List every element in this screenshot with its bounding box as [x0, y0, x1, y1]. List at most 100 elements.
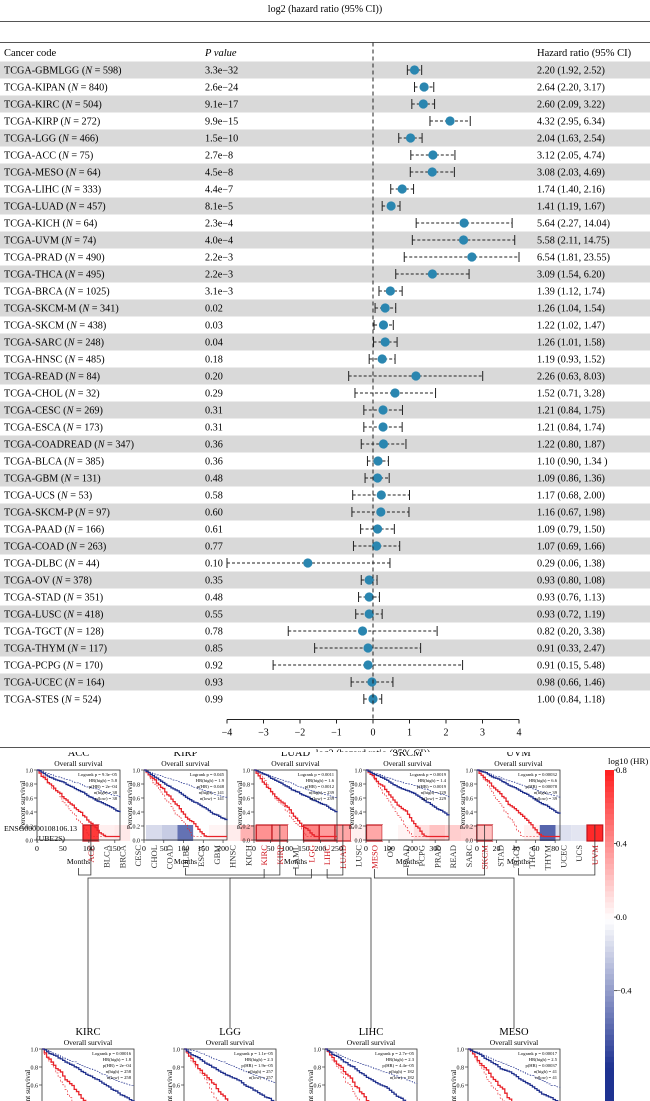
colorbar-segment	[605, 880, 614, 886]
km-stat: n(low) = 258	[107, 1075, 132, 1080]
n-value: = 466	[69, 134, 95, 145]
km-title: LGG	[219, 1027, 241, 1038]
km-stat: p(HR) = 0.0019	[417, 784, 447, 789]
colorbar-segment	[605, 781, 614, 787]
cancer-code-label: TCGA-THYM (N = 117)	[4, 644, 107, 655]
km-y-tick-label: 0.2	[355, 825, 363, 831]
cancer-code-label: TCGA-KIRC (N = 504)	[4, 100, 102, 111]
colorbar-segment	[605, 842, 614, 848]
cancer-code-text: TCGA-KIRC	[4, 100, 60, 111]
hr-point	[378, 422, 387, 431]
colorbar-segment	[605, 814, 614, 820]
km-subtitle: Overall survival	[383, 759, 432, 768]
heatmap-cell	[571, 825, 587, 841]
top-axis-label: log2 (hazard ratio (95% CI))	[268, 4, 382, 15]
n-value: = 269	[73, 406, 99, 417]
km-stat: Logrank p = 0.045	[190, 772, 225, 777]
n-value: = 84	[76, 372, 97, 383]
p-value: 0.58	[205, 491, 223, 502]
km-y-tick-label: 0.8	[355, 783, 363, 789]
n-suffix: )	[99, 661, 102, 672]
cancer-code-text: TCGA-COAD	[4, 542, 64, 553]
p-value: 0.60	[205, 508, 223, 519]
km-x-tick-label: 250	[331, 844, 343, 853]
n-value: = 333	[72, 185, 98, 196]
colorbar-segment	[605, 1062, 614, 1068]
km-subtitle: Overall survival	[490, 1038, 539, 1047]
n-suffix: )	[100, 610, 103, 621]
p-value: 2.2e−3	[205, 270, 233, 281]
n-suffix: )	[118, 66, 121, 77]
x-tick-label: 4	[517, 728, 522, 739]
colorbar-segment	[605, 947, 614, 953]
colorbar-segment	[605, 1040, 614, 1046]
km-title: KIRP	[174, 752, 198, 759]
n-suffix: )	[101, 678, 104, 689]
heatmap-cancer-label: UCEC	[558, 845, 568, 868]
km-stat: n(low) = 239	[310, 796, 335, 801]
n-value: = 504	[72, 100, 98, 111]
n-suffix: )	[98, 695, 101, 706]
km-y-tick-label: 0.2	[243, 825, 251, 831]
heatmap-cell	[162, 825, 178, 841]
cancer-code-text: TCGA-PAAD	[4, 525, 62, 536]
p-value: 0.61	[205, 525, 223, 536]
n-value: = 164	[75, 678, 101, 689]
hazard-ratio-text: 2.04 (1.63, 2.54)	[537, 134, 605, 145]
n-value: = 166	[75, 525, 101, 536]
km-y-tick-label: 0.4	[133, 811, 141, 817]
hazard-ratio-text: 3.09 (1.54, 6.20)	[537, 270, 605, 281]
hazard-ratio-text: 0.93 (0.72, 1.19)	[537, 610, 605, 621]
hazard-ratio-text: 0.91 (0.33, 2.47)	[537, 644, 605, 655]
n-suffix: )	[115, 304, 118, 315]
heatmap-cell	[256, 825, 272, 841]
cancer-code-text: TCGA-THYM	[4, 644, 65, 655]
km-y-tick-label: 0.8	[457, 1066, 465, 1072]
km-stat: HR(high) = 1.6	[306, 778, 335, 783]
km-connector	[230, 869, 311, 1028]
n-value: = 128	[74, 627, 100, 638]
p-value: 3.1e−3	[205, 287, 233, 298]
cancer-code-label: TCGA-BLCA (N = 385)	[4, 457, 104, 468]
cancer-code-label: TCGA-LUSC (N = 418)	[4, 610, 103, 621]
hazard-ratio-text: 1.17 (0.68, 2.00)	[537, 491, 605, 502]
n-value: = 97	[85, 508, 106, 519]
n-value: = 131	[71, 474, 97, 485]
cancer-code-label: TCGA-LUAD (N = 457)	[4, 202, 106, 213]
cancer-code-text: TCGA-KIPAN	[4, 83, 66, 94]
forest-row: TCGA-ACC (N = 75) 2.7e−8 3.12 (2.05, 4.74)	[4, 150, 605, 162]
hr-point	[428, 167, 437, 176]
n-suffix: )	[101, 338, 104, 349]
p-value: 9.1e−17	[205, 100, 238, 111]
colorbar-segment	[605, 969, 614, 975]
n-suffix: )	[100, 593, 103, 604]
hazard-ratio-text: 1.21 (0.84, 1.75)	[537, 406, 605, 417]
km-y-tick-label: 1.0	[466, 769, 474, 775]
km-y-tick-label: 0.6	[466, 797, 474, 803]
n-value: = 1025	[75, 287, 106, 298]
km-x-tick-label: 0	[35, 844, 39, 853]
cancer-code-label: TCGA-READ (N = 84)	[4, 372, 100, 383]
km-x-label: Months	[507, 857, 530, 866]
km-connector	[374, 869, 514, 1028]
forest-row: TCGA-GBM (N = 131) 0.48 1.09 (0.86, 1.36)	[0, 470, 650, 487]
colorbar-segment	[605, 1035, 614, 1041]
hr-point	[381, 303, 390, 312]
hazard-ratio-text: 4.32 (2.95, 6.34)	[537, 117, 605, 128]
n-value: = 840	[78, 83, 104, 94]
header-p-value: P value	[204, 48, 237, 59]
cancer-code-text: TCGA-BRCA	[4, 287, 64, 298]
n-value: = 490	[75, 253, 101, 264]
km-stat: p(HR) = 2e−04	[89, 784, 118, 789]
km-stat: n(low) = 41	[535, 1075, 557, 1080]
n-value: = 438	[77, 321, 103, 332]
n-suffix: )	[101, 253, 104, 264]
km-title: KIRC	[75, 1027, 100, 1038]
p-value: 4.0e−4	[205, 236, 233, 247]
km-stat: n(high) = 182	[389, 1069, 415, 1074]
km-x-tick-label: 50	[267, 844, 275, 853]
forest-row: TCGA-SKCM (N = 438) 0.03 1.22 (1.02, 1.47)	[4, 320, 605, 332]
hr-point	[398, 184, 407, 193]
km-subtitle: Overall survival	[206, 1038, 255, 1047]
hazard-ratio-text: 1.10 (0.90, 1.34 )	[537, 457, 607, 468]
